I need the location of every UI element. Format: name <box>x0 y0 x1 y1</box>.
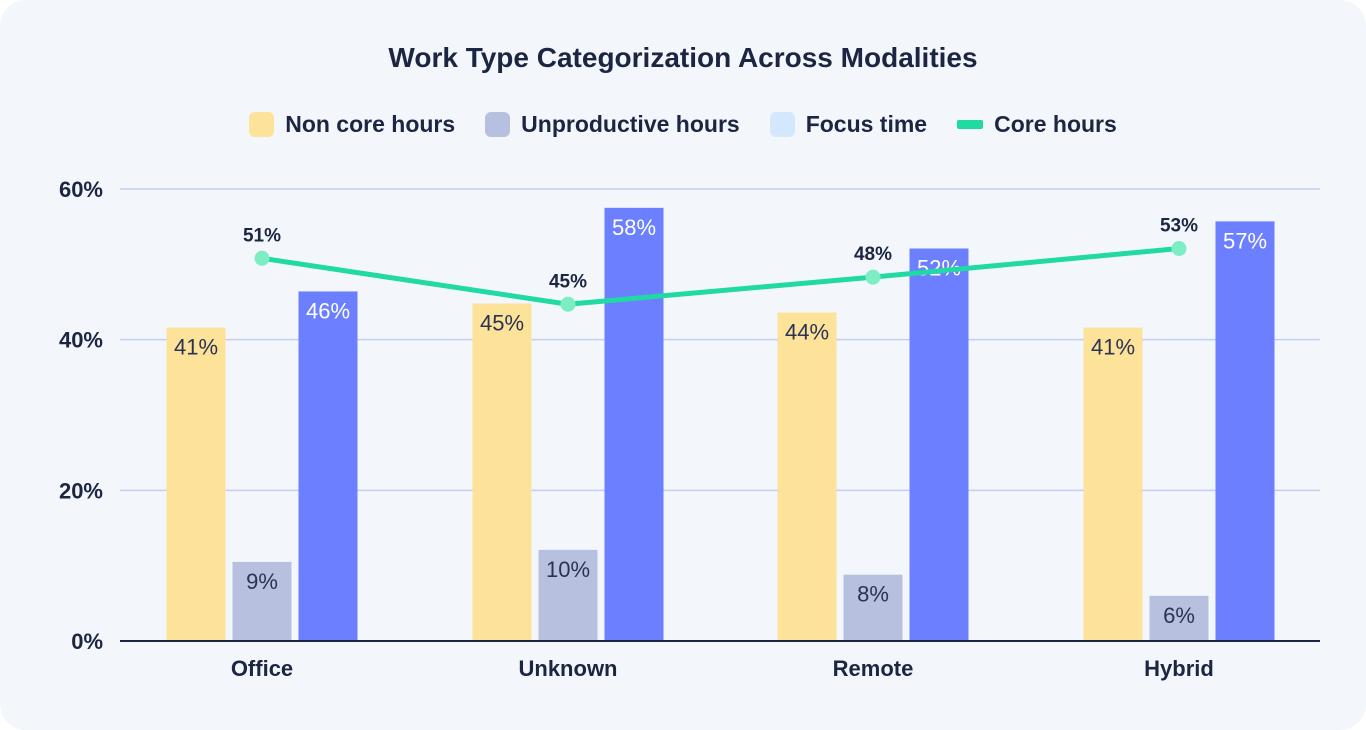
line-value-label: 45% <box>549 271 587 292</box>
line-value-label: 48% <box>854 244 892 265</box>
bar <box>777 312 837 641</box>
bar-value-label: 57% <box>1223 228 1267 253</box>
chart-title: Work Type Categorization Across Modaliti… <box>388 42 978 73</box>
bar <box>1149 595 1209 641</box>
legend-swatch-focus-time <box>769 112 795 137</box>
bar <box>1083 327 1143 641</box>
legend-label: Focus time <box>805 111 928 137</box>
y-tick-label: 0% <box>71 629 103 654</box>
line-point <box>254 250 270 266</box>
bar <box>538 549 598 641</box>
bar <box>298 291 358 641</box>
bar <box>843 574 903 641</box>
bar-value-label: 9% <box>246 569 278 594</box>
line-point <box>865 269 881 285</box>
line-value-label: 53% <box>1160 216 1198 237</box>
bar-value-label: 44% <box>785 320 829 345</box>
bar <box>1215 221 1275 642</box>
core-hours-line <box>261 246 1180 307</box>
bar-value-label: 45% <box>480 311 524 336</box>
bar <box>232 561 292 641</box>
bar-value-label: 8% <box>857 582 889 607</box>
legend-swatch-unproductive-hours <box>485 112 511 137</box>
x-tick-label: Office <box>231 656 293 681</box>
bar-value-label: 6% <box>1163 603 1195 628</box>
bar <box>472 303 532 641</box>
legend-item-focus-time: Focus time <box>769 111 928 138</box>
legend-label: Core hours <box>994 111 1117 137</box>
bar-value-label: 46% <box>306 298 350 323</box>
y-tick-label: 20% <box>59 478 103 503</box>
legend-item-unproductive-hours: Unproductive hours <box>485 111 740 138</box>
legend-label: Unproductive hours <box>521 111 740 137</box>
y-tick-label: 60% <box>59 177 103 202</box>
chart-legend: Non core hours Unproductive hours Focus … <box>0 111 1366 138</box>
legend-swatch-non-core-hours <box>249 112 275 137</box>
line-point <box>1171 241 1187 257</box>
legend-label: Non core hours <box>285 111 456 137</box>
bar-value-label: 10% <box>546 557 590 582</box>
bar-value-label: 58% <box>612 215 656 240</box>
x-tick-label: Hybrid <box>1144 656 1214 681</box>
bar-value-label: 41% <box>174 335 218 360</box>
x-tick-label: Remote <box>833 656 914 681</box>
legend-item-non-core-hours: Non core hours <box>249 111 455 138</box>
line-value-label: 51% <box>243 225 281 246</box>
bar <box>166 327 226 641</box>
y-tick-label: 40% <box>59 328 103 353</box>
bar <box>909 248 969 641</box>
x-tick-label: Unknown <box>519 656 618 681</box>
bar <box>604 207 664 642</box>
legend-item-core-hours: Core hours <box>957 111 1117 138</box>
line-point <box>560 296 576 312</box>
bar-value-label: 41% <box>1091 335 1135 360</box>
legend-swatch-core-hours <box>957 120 984 129</box>
